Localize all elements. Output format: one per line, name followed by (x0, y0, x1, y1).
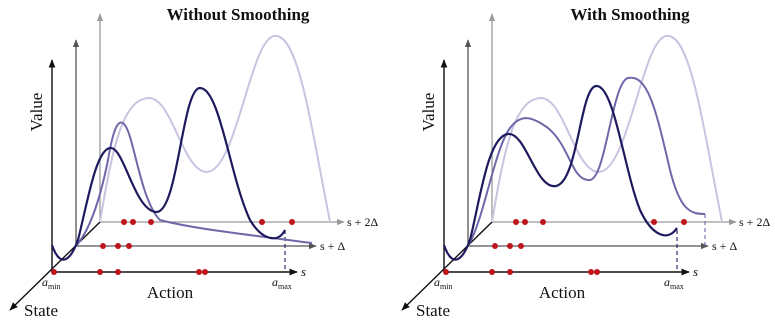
sample-dot (115, 243, 121, 249)
curve-s2 (99, 34, 331, 223)
a-max-label: amax (272, 275, 292, 291)
action-label: Action (539, 283, 586, 302)
sample-dot (121, 219, 127, 225)
sample-dot (100, 243, 106, 249)
sample-dot (196, 269, 202, 275)
sample-dot (126, 243, 132, 249)
sample-dot (51, 269, 57, 275)
sample-dot (681, 219, 687, 225)
sample-dot (507, 243, 513, 249)
curve-s0 (50, 86, 286, 261)
curve-s1 (467, 76, 706, 247)
samples-s1 (492, 243, 524, 249)
sample-dot (115, 269, 121, 275)
a-min-label: amin (434, 275, 452, 291)
curve-s0 (442, 84, 678, 261)
sample-dot (507, 269, 513, 275)
sample-dot (594, 269, 600, 275)
sample-dot (97, 269, 103, 275)
state-axis (9, 221, 101, 311)
sample-dot (651, 219, 657, 225)
sample-dot (202, 269, 208, 275)
value-label: Value (27, 93, 46, 132)
samples-s2 (121, 219, 295, 225)
state-label: State (416, 301, 450, 320)
axis-label-s1: s + Δ (320, 239, 345, 253)
sample-dot (259, 219, 265, 225)
action-label: Action (147, 283, 194, 302)
curve-s2 (491, 34, 723, 223)
panel-with-smoothing: With Smoothing s + 2Δ s + Δ s State Valu… (401, 5, 770, 320)
sample-dot (148, 219, 154, 225)
value-label: Value (419, 93, 438, 132)
state-axis (401, 221, 493, 311)
sample-dot (489, 269, 495, 275)
sample-dot (492, 243, 498, 249)
state-label: State (24, 301, 58, 320)
sample-dot (588, 269, 594, 275)
axis-label-s2: s + 2Δ (739, 215, 770, 229)
samples-s1 (100, 243, 132, 249)
samples-s2 (513, 219, 687, 225)
panel-without-smoothing: Without Smoothing s + 2Δ s + Δ s State V… (9, 5, 378, 320)
sample-dot (518, 243, 524, 249)
panel-title: Without Smoothing (167, 5, 310, 24)
sample-dot (289, 219, 295, 225)
axis-label-s0: s (301, 264, 306, 279)
sample-dot (513, 219, 519, 225)
curve-s1 (75, 121, 313, 247)
axis-label-s0: s (693, 264, 698, 279)
axis-label-s2: s + 2Δ (347, 215, 378, 229)
sample-dot (522, 219, 528, 225)
samples-s0 (443, 269, 600, 275)
sample-dot (130, 219, 136, 225)
a-max-label: amax (664, 275, 684, 291)
sample-dot (443, 269, 449, 275)
sample-dot (540, 219, 546, 225)
samples-s0 (51, 269, 208, 275)
panel-title: With Smoothing (570, 5, 690, 24)
a-min-label: amin (42, 275, 60, 291)
axis-label-s1: s + Δ (712, 239, 737, 253)
